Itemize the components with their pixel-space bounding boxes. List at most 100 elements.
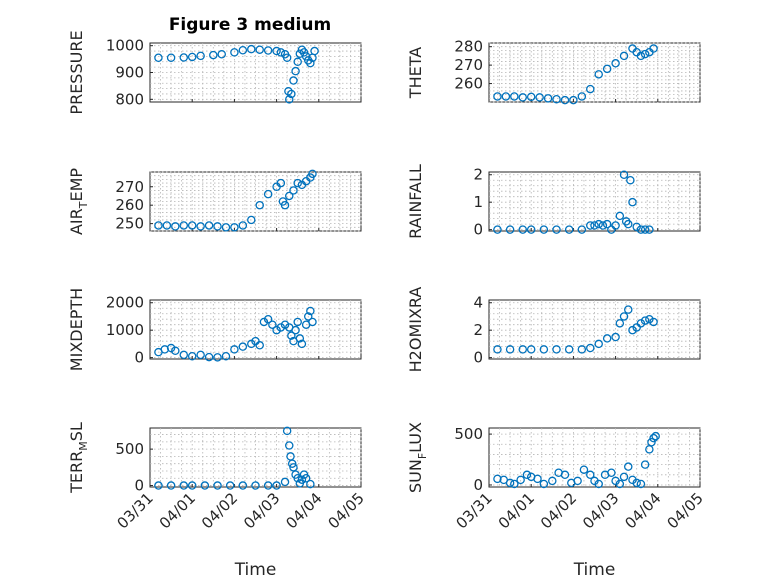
data-point <box>291 66 300 76</box>
x-tick-label: 04/05 <box>664 489 707 532</box>
x-tick-label: 04/02 <box>198 489 241 532</box>
data-point <box>303 56 313 65</box>
data-point <box>636 319 646 328</box>
data-point <box>306 58 315 68</box>
data-point <box>611 221 620 230</box>
data-point <box>526 225 536 234</box>
data-point <box>306 306 315 316</box>
data-point <box>213 353 222 362</box>
data-point <box>619 472 629 482</box>
y-tick-label: 0 <box>134 477 144 495</box>
data-point <box>247 44 256 54</box>
y-axis-label: THETA <box>406 47 425 99</box>
data-point <box>594 339 603 349</box>
x-tick-label: 04/04 <box>621 489 664 532</box>
data-point <box>518 93 528 102</box>
data-point <box>522 470 532 480</box>
data-point <box>160 345 170 354</box>
x-tick-label: 04/01 <box>495 489 538 532</box>
data-point <box>586 343 595 353</box>
data-point <box>154 221 163 230</box>
data-point <box>539 345 549 354</box>
data-point <box>196 222 205 231</box>
data-point <box>179 53 189 62</box>
data-point <box>289 186 298 195</box>
data-point <box>285 95 294 104</box>
data-point <box>276 48 286 57</box>
data-point <box>297 339 307 349</box>
data-point <box>238 221 248 230</box>
data-point <box>594 219 603 229</box>
y-tick-label: 500 <box>115 440 144 458</box>
data-point <box>204 221 214 230</box>
data-point <box>636 225 646 234</box>
data-point <box>548 476 557 486</box>
data-point <box>624 305 633 314</box>
data-point <box>179 221 189 230</box>
data-point <box>196 51 205 61</box>
data-point <box>238 45 248 55</box>
data-point <box>602 219 612 229</box>
data-point <box>577 225 587 234</box>
data-point <box>626 175 635 185</box>
data-point <box>586 470 595 480</box>
data-point <box>573 476 582 486</box>
data-point <box>154 53 163 63</box>
data-point <box>179 481 189 490</box>
y-tick-label: 500 <box>454 425 483 443</box>
data-point <box>577 345 587 354</box>
x-tick-label: 03/31 <box>114 489 157 532</box>
data-point <box>607 468 616 478</box>
data-point <box>154 481 163 490</box>
data-point <box>539 479 549 489</box>
data-point <box>619 312 629 321</box>
y-tick-label: 0 <box>134 349 144 367</box>
y-tick-label: 2 <box>473 321 483 339</box>
data-point <box>285 441 294 450</box>
data-point <box>533 474 542 484</box>
y-tick-label: 260 <box>454 75 483 93</box>
data-point <box>632 222 641 232</box>
data-point <box>230 345 239 354</box>
data-point <box>217 50 226 59</box>
y-axis-label: MIXDEPTH <box>67 288 86 371</box>
data-point <box>493 92 502 101</box>
y-axis-label: PRESSURE <box>67 30 86 114</box>
data-point <box>187 221 197 230</box>
data-point <box>285 191 294 201</box>
data-point <box>187 481 197 490</box>
data-point <box>171 222 180 231</box>
data-point <box>552 345 561 354</box>
data-point <box>308 317 317 327</box>
data-point <box>306 479 315 489</box>
data-point <box>230 223 239 232</box>
data-point <box>518 345 528 354</box>
data-point <box>640 225 650 234</box>
data-point <box>619 170 629 179</box>
data-point <box>272 46 281 56</box>
y-axis-label: TERRMSL <box>67 422 90 494</box>
y-tick-label: 260 <box>115 196 144 214</box>
data-point <box>263 481 273 490</box>
data-point <box>516 475 525 485</box>
data-point <box>518 225 528 234</box>
data-point <box>166 53 176 63</box>
data-point <box>166 481 176 490</box>
data-point <box>287 331 296 340</box>
data-point <box>230 48 239 57</box>
y-tick-label: 0 <box>473 476 483 494</box>
grid <box>150 171 362 232</box>
data-point <box>276 323 286 332</box>
data-point <box>247 215 256 225</box>
y-axis-label: SUNFLUX <box>406 422 429 493</box>
data-point <box>280 320 290 329</box>
data-point <box>649 317 658 327</box>
y-tick-label: 0 <box>473 221 483 239</box>
subplot-5: 0 1000 2000 MIXDEPTH <box>67 288 362 371</box>
data-point <box>539 225 549 234</box>
data-point <box>645 225 654 234</box>
data-point <box>510 479 519 489</box>
data-point <box>586 84 595 94</box>
data-point <box>510 92 519 101</box>
